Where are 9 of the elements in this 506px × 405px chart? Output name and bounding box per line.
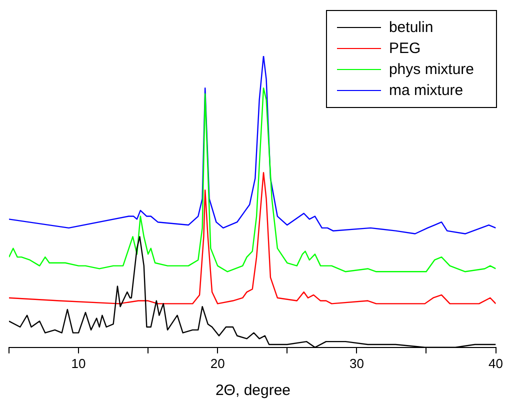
x-tick-label: 40 [488,356,504,371]
legend-label: PEG [388,40,421,57]
legend-label: phys mixture [388,61,474,78]
x-axis-title: 2Θ, degree [214,382,292,399]
legend-label: betulin [388,19,434,36]
x-tick-label: 30 [349,356,364,371]
legend-label: ma mixture [388,82,464,99]
x-tick-label: 10 [71,356,86,371]
x-tick-label: 20 [210,356,225,371]
